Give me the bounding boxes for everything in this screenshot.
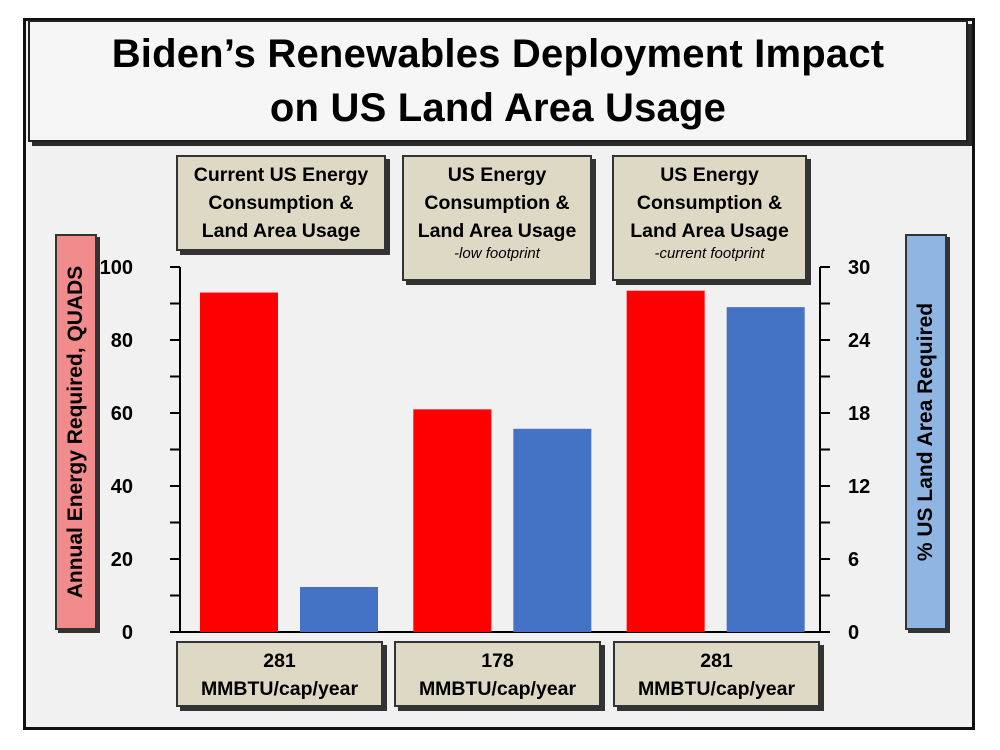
left-tick-label: 20 [111, 549, 133, 571]
energy-bar-group-2 [413, 409, 492, 632]
right-tick-label: 6 [848, 549, 859, 571]
group-1-footer: 281 MMBTU/cap/year [176, 641, 383, 707]
left-tick-label: 0 [122, 622, 133, 644]
group-1-footer-value: 281 [263, 650, 296, 672]
right-tick-label: 30 [848, 257, 870, 279]
group-3-header-line-1: US Energy [660, 164, 759, 186]
land-area-bar-group-1 [300, 586, 378, 632]
group-3-footer: 281 MMBTU/cap/year [613, 641, 820, 707]
left-tick-label: 80 [111, 330, 133, 352]
left-axis-label-box: Annual Energy Required, QUADS [55, 234, 97, 630]
group-3-footer-value: 281 [700, 650, 733, 672]
group-2-header-line-3: Land Area Usage [417, 220, 577, 242]
group-2-header-line-2: Consumption & [424, 192, 570, 214]
land-area-bar-group-3 [726, 307, 805, 632]
right-tick-label: 18 [848, 403, 870, 425]
left-tick-label: 100 [100, 257, 133, 279]
group-1-header-line-1: Current US Energy [193, 164, 369, 186]
group-2-header-line-1: US Energy [447, 164, 547, 186]
right-tick-label: 0 [848, 622, 859, 644]
right-tick-label: 24 [848, 330, 871, 352]
right-axis-label-box: % US Land Area Required [905, 234, 947, 630]
chart-title-line-1: Biden’s Renewables Deployment Impact [111, 32, 885, 76]
chart-title-box: Biden’s Renewables Deployment Impact on … [28, 20, 968, 142]
energy-bar-group-1 [200, 292, 278, 632]
right-tick-label: 12 [848, 476, 870, 498]
left-tick-label: 40 [111, 476, 133, 498]
group-1-header-line-3: Land Area Usage [201, 220, 361, 242]
group-3-footer-unit: MMBTU/cap/year [637, 678, 796, 700]
group-2-footer-unit: MMBTU/cap/year [418, 678, 577, 700]
group-1-header: Current US Energy Consumption & Land Are… [176, 155, 386, 251]
group-2-footer-value: 178 [481, 650, 514, 672]
land-area-bar-group-2 [513, 428, 592, 632]
group-3-header: US Energy Consumption & Land Area Usage … [612, 155, 807, 281]
left-tick-label: 60 [111, 403, 133, 425]
group-3-header-line-3: Land Area Usage [630, 220, 789, 242]
group-1-footer-unit: MMBTU/cap/year [200, 678, 359, 700]
group-2-header: US Energy Consumption & Land Area Usage … [402, 155, 592, 281]
group-1-header-line-2: Consumption & [208, 192, 354, 214]
group-3-header-line-2: Consumption & [636, 192, 783, 214]
chart-title-line-2: on US Land Area Usage [269, 86, 727, 130]
group-2-header-subtitle: -low footprint [454, 245, 540, 262]
group-2-footer: 178 MMBTU/cap/year [394, 641, 601, 707]
energy-bar-group-3 [626, 290, 705, 632]
group-3-header-subtitle: -current footprint [654, 245, 765, 262]
